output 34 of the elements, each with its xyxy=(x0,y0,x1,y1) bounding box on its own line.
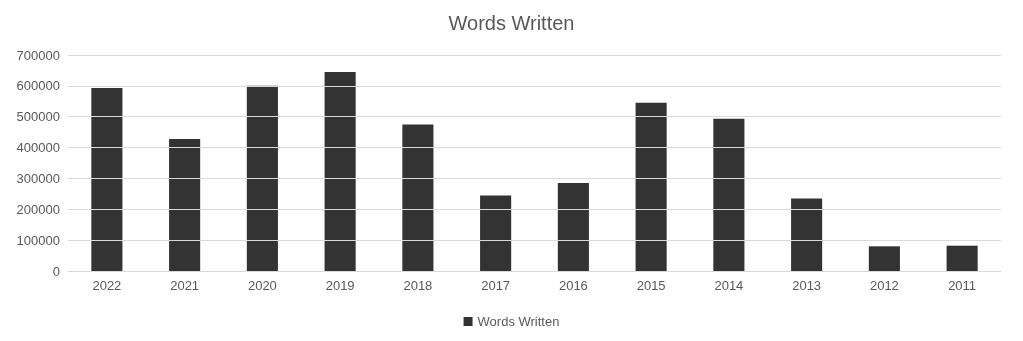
x-tick-label: 2014 xyxy=(714,278,744,293)
y-tick-label: 700000 xyxy=(16,47,60,63)
bar xyxy=(324,71,356,271)
x-tick-label: 2011 xyxy=(948,278,977,293)
bar xyxy=(402,124,434,271)
bar xyxy=(946,245,978,271)
bar xyxy=(791,198,823,271)
x-tick-label: 2016 xyxy=(558,278,588,293)
x-tick-label: 2020 xyxy=(247,278,277,293)
bar xyxy=(91,88,123,271)
x-tick-label: 2012 xyxy=(869,278,899,293)
x-tick-label: 2022 xyxy=(92,278,122,293)
x-tick-label: 2015 xyxy=(636,278,666,293)
y-tick-label: 500000 xyxy=(16,109,60,125)
bar xyxy=(713,118,745,271)
bar xyxy=(557,183,589,271)
x-tick-label: 2021 xyxy=(170,278,200,293)
bar xyxy=(868,246,900,271)
y-tick-label: 200000 xyxy=(16,201,60,217)
x-tick-label: 2013 xyxy=(792,278,822,293)
bar xyxy=(635,102,667,271)
y-tick-label: 300000 xyxy=(16,170,60,186)
bar xyxy=(480,195,512,271)
chart-title: Words Written xyxy=(448,12,575,34)
x-tick-label: 2017 xyxy=(481,278,511,293)
x-tick-label: 2019 xyxy=(325,278,355,293)
bar xyxy=(169,138,201,271)
x-tick-label: 2018 xyxy=(403,278,433,293)
legend-label: Words Written xyxy=(477,314,560,329)
y-tick-label: 600000 xyxy=(16,78,60,94)
y-tick-label: 0 xyxy=(52,263,60,279)
y-tick-label: 100000 xyxy=(16,232,60,248)
y-tick-label: 400000 xyxy=(16,140,60,156)
bar xyxy=(246,85,278,271)
